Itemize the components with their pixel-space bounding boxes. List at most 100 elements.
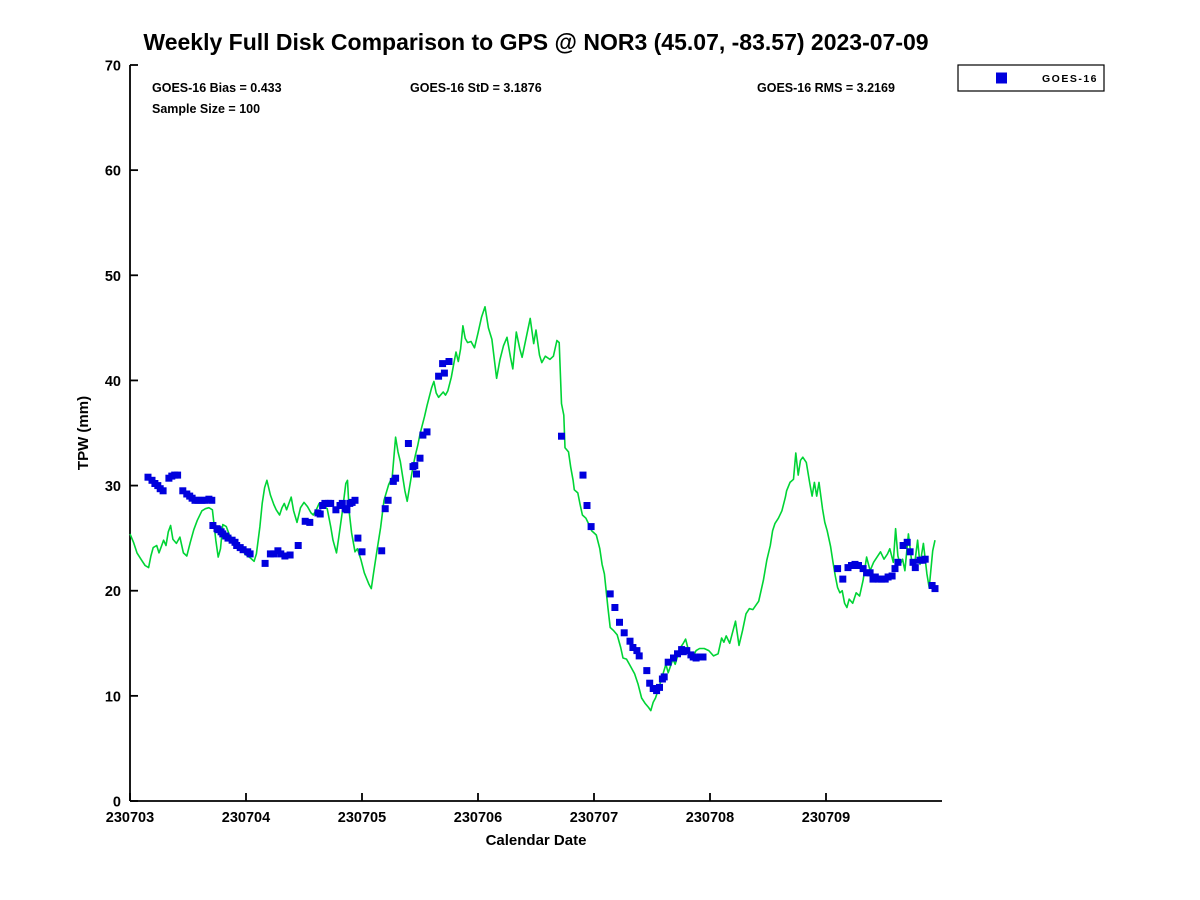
legend-goes16-marker-icon	[996, 72, 1007, 84]
y-tick-label: 20	[105, 584, 121, 600]
goes16-marker	[224, 534, 232, 542]
goes16-marker	[692, 654, 700, 662]
y-tick-label: 60	[105, 164, 121, 180]
x-tick-label: 230706	[454, 810, 502, 826]
goes16-marker	[903, 538, 911, 546]
goes16-marker	[839, 575, 847, 583]
goes16-marker	[201, 496, 209, 504]
chart-title: Weekly Full Disk Comparison to GPS @ NOR…	[143, 29, 928, 55]
goes16-marker	[855, 562, 862, 569]
goes16-marker	[583, 502, 591, 509]
goes16-marker	[159, 487, 167, 495]
goes16-marker	[239, 546, 247, 554]
goes16-marker	[281, 552, 289, 560]
y-tick-label: 50	[105, 269, 121, 285]
y-axis-label: TPW (mm)	[75, 396, 92, 470]
goes16-marker	[419, 431, 427, 439]
goes16-marker	[351, 496, 359, 504]
legend-box	[957, 64, 1105, 92]
goes16-marker	[439, 360, 447, 368]
goes16-markers	[144, 358, 939, 695]
y-tick-label: 0	[113, 795, 121, 811]
stat-std: GOES-16 StD = 3.1876	[410, 81, 542, 95]
goes16-marker	[294, 542, 302, 549]
goes16-marker	[888, 572, 896, 580]
goes16-marker	[423, 428, 431, 436]
goes16-marker	[209, 522, 217, 529]
y-tick-label: 30	[105, 479, 121, 495]
x-tick-label: 230709	[802, 810, 850, 826]
goes16-marker	[646, 679, 654, 687]
goes16-marker	[859, 565, 867, 573]
goes16-marker	[301, 517, 309, 525]
goes16-marker	[670, 654, 677, 662]
stat-bias: GOES-16 Bias = 0.433	[152, 81, 282, 95]
goes16-marker	[664, 658, 672, 666]
goes16-marker	[445, 358, 453, 365]
goes16-marker	[411, 462, 419, 470]
goes16-marker	[435, 372, 443, 380]
x-tick-label: 230704	[222, 810, 270, 826]
goes16-marker	[384, 496, 392, 504]
stat-rms: GOES-16 RMS = 3.2169	[757, 81, 895, 95]
goes16-marker	[620, 629, 628, 637]
goes16-marker	[179, 487, 187, 495]
goes16-marker	[899, 542, 907, 549]
goes16-marker	[891, 565, 899, 573]
goes16-marker	[587, 523, 595, 531]
gps-line	[129, 305, 936, 712]
goes16-marker	[381, 505, 389, 513]
x-tick-label: 230707	[570, 810, 618, 826]
goes16-marker	[635, 652, 643, 660]
goes16-marker	[906, 548, 914, 556]
goes16-marker	[674, 650, 681, 658]
goes16-marker	[931, 585, 939, 593]
goes16-marker	[338, 499, 346, 507]
legend-goes16-label: GOES-16	[1042, 73, 1098, 85]
goes16-marker	[579, 471, 587, 479]
stat-sample-size: Sample Size = 100	[152, 102, 260, 116]
goes16-marker	[629, 644, 637, 651]
goes16-marker	[332, 506, 340, 514]
y-tick-label: 40	[105, 374, 121, 390]
goes16-marker	[643, 667, 651, 675]
goes16-marker	[440, 369, 448, 377]
goes16-marker	[270, 550, 278, 558]
goes16-marker	[358, 548, 366, 556]
legend: GOES-16	[957, 64, 1105, 92]
goes16-marker	[894, 558, 902, 566]
goes16-marker	[246, 550, 254, 558]
goes16-marker	[660, 673, 668, 681]
goes16-marker	[558, 432, 565, 440]
goes16-marker	[286, 551, 294, 559]
goes16-marker	[208, 496, 216, 504]
goes16-marker	[921, 555, 929, 563]
goes16-marker	[884, 573, 892, 581]
goes16-marker	[656, 683, 663, 691]
goes16-marker	[144, 473, 152, 481]
goes16-marker	[616, 618, 623, 626]
x-tick-label: 230703	[106, 810, 154, 826]
goes16-marker	[378, 547, 386, 555]
data-series	[129, 305, 939, 712]
goes16-marker	[626, 637, 634, 645]
goes16-marker	[261, 559, 269, 567]
x-tick-label: 230705	[338, 810, 386, 826]
goes16-marker	[316, 510, 324, 518]
goes16-marker	[416, 454, 424, 462]
goes16-marker	[343, 506, 351, 514]
x-axis-label: Calendar Date	[486, 832, 587, 849]
y-tick-label: 10	[105, 689, 121, 705]
goes16-marker	[392, 474, 400, 482]
goes16-marker	[306, 518, 314, 526]
goes16-marker	[413, 470, 420, 478]
goes16-marker	[866, 569, 874, 577]
goes16-marker	[404, 440, 412, 447]
goes16-marker	[354, 534, 362, 542]
goes16-marker	[683, 647, 691, 655]
goes16-marker	[327, 499, 335, 507]
y-tick-label: 70	[105, 59, 121, 75]
goes16-marker	[277, 550, 285, 558]
